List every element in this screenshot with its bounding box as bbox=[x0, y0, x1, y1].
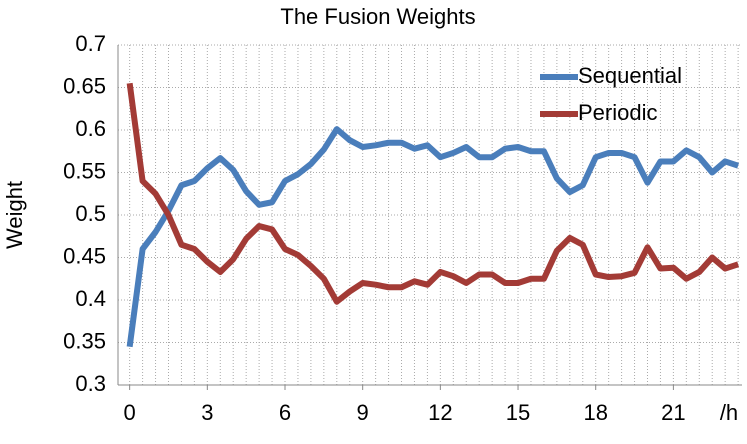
y-tick-label: 0.3 bbox=[75, 371, 106, 396]
y-tick-label: 0.5 bbox=[75, 201, 106, 226]
chart-title: The Fusion Weights bbox=[280, 4, 475, 29]
x-tick-label: 12 bbox=[428, 400, 452, 425]
y-tick-label: 0.65 bbox=[63, 73, 106, 98]
y-tick-label: 0.4 bbox=[75, 286, 106, 311]
y-tick-label: 0.45 bbox=[63, 243, 106, 268]
x-tick-label: 18 bbox=[583, 400, 607, 425]
x-tick-label: 15 bbox=[506, 400, 530, 425]
legend-label: Sequential bbox=[578, 63, 682, 88]
x-axis-label: /h bbox=[720, 400, 738, 425]
x-tick-label: 21 bbox=[661, 400, 685, 425]
y-tick-label: 0.7 bbox=[75, 31, 106, 56]
x-tick-label: 3 bbox=[201, 400, 213, 425]
x-tick-label: 0 bbox=[124, 400, 136, 425]
y-tick-label: 0.6 bbox=[75, 116, 106, 141]
x-tick-label: 9 bbox=[357, 400, 369, 425]
y-axis-label: Weight bbox=[2, 181, 27, 249]
series-line bbox=[126, 126, 740, 348]
y-tick-label: 0.55 bbox=[63, 158, 106, 183]
legend-label: Periodic bbox=[578, 100, 657, 125]
series-line bbox=[126, 82, 740, 305]
x-tick-label: 6 bbox=[279, 400, 291, 425]
y-tick-label: 0.35 bbox=[63, 328, 106, 353]
